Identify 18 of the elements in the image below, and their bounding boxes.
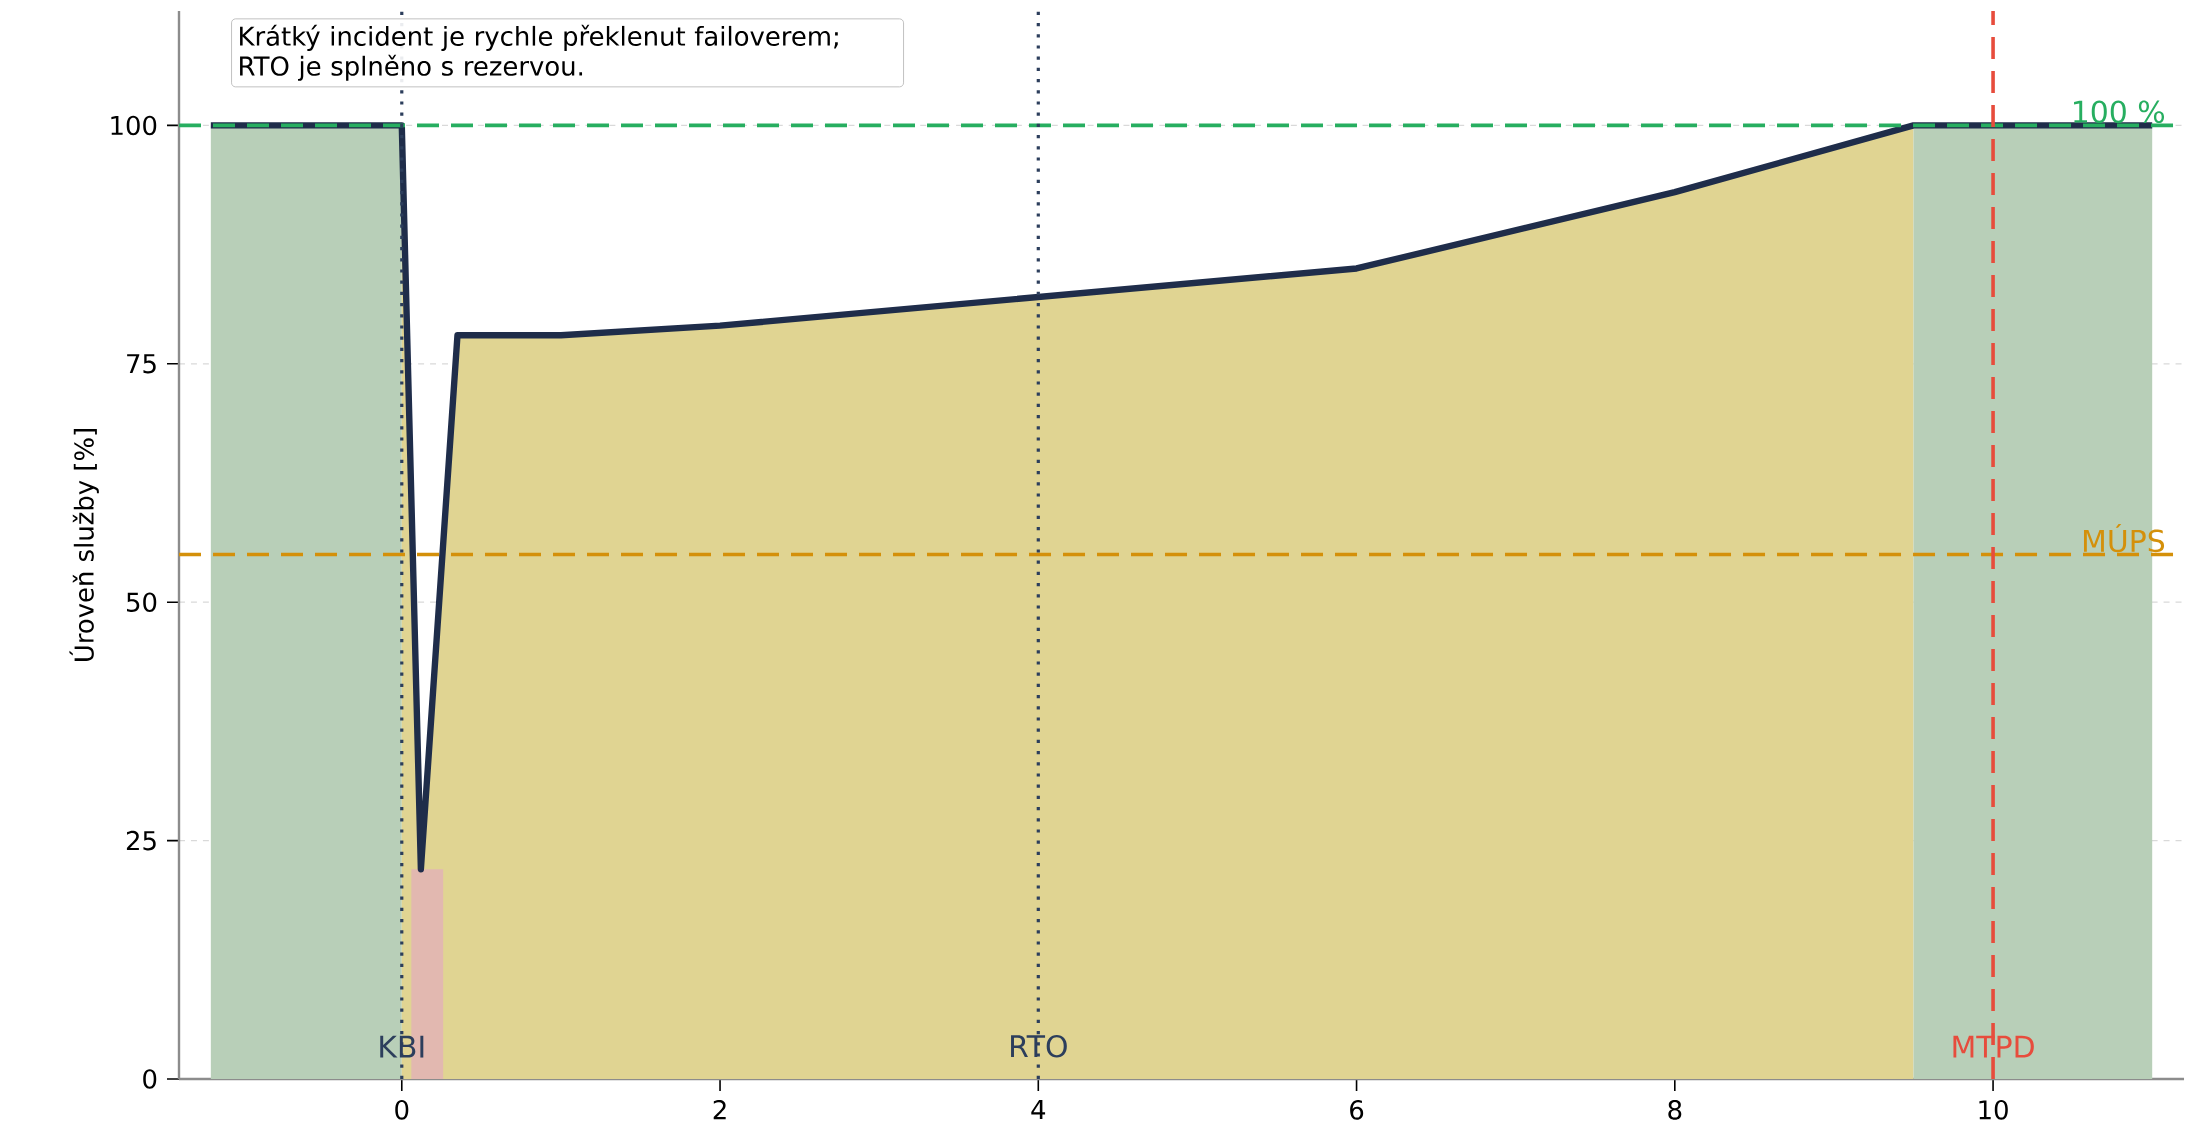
ref-line-label: RTO: [1011, 1034, 1067, 1058]
ref-line-label: MÚPS: [2083, 524, 2165, 553]
y-tick-label: 0: [143, 1069, 157, 1089]
x-tick-label: 8: [1668, 1100, 1682, 1120]
ref-line-label: MTPD: [1953, 1035, 2034, 1058]
y-tick-label: 50: [127, 592, 157, 613]
ref-line-label: KBI: [380, 1035, 424, 1058]
y-tick-label: 75: [127, 354, 156, 374]
ref-line-label: 100 %: [2074, 100, 2165, 124]
y-tick-label: 100: [111, 115, 157, 136]
x-tick-label: 4: [1031, 1100, 1046, 1119]
y-axis-title: Úroveň služby [%]: [69, 429, 99, 661]
x-tick-label: 0: [395, 1100, 409, 1120]
annotation: Krátký incident je rychle překlenut failoverem; RTO je splněno s rezervou.: [240, 24, 838, 81]
x-tick-label: 10: [1979, 1100, 2008, 1120]
x-tick-label: 6: [1350, 1100, 1364, 1120]
y-tick-label: 25: [126, 830, 156, 851]
x-tick-label: 2: [713, 1100, 726, 1120]
